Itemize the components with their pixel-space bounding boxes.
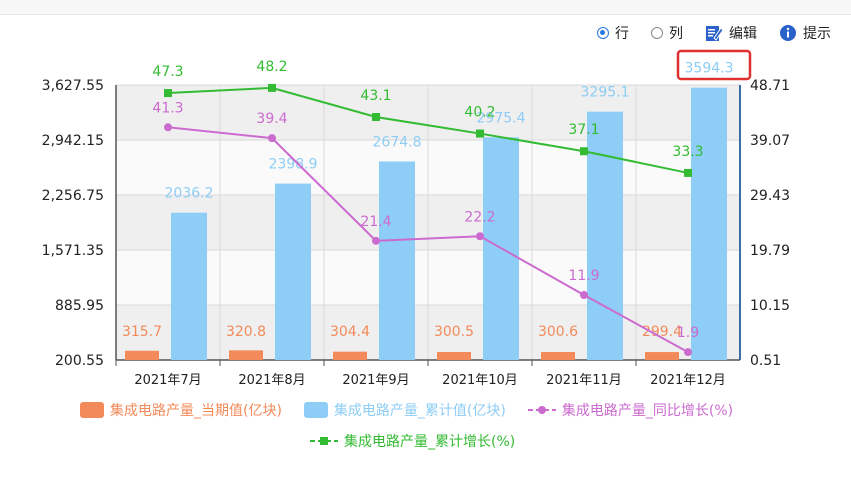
- cum-growth-label: 48.2: [256, 59, 287, 75]
- row-label: 行: [615, 26, 629, 42]
- legend-swatch-cumulative: [303, 402, 328, 418]
- row-option[interactable]: 行: [597, 23, 629, 43]
- right-axis-tick: 48.71: [750, 78, 790, 94]
- x-axis-tick: 2021年12月: [650, 373, 726, 388]
- bar-cumulative-label: 2674.8: [373, 134, 422, 150]
- bar-current-label: 300.6: [538, 324, 578, 340]
- yoy-point: [372, 236, 380, 245]
- cum-growth-point: [268, 83, 276, 92]
- left-axis-tick: 1,571.35: [42, 243, 104, 259]
- bar-cumulative-label: 2398.9: [269, 157, 318, 173]
- bar-current-label: 299.4: [642, 324, 682, 340]
- yoy-label: 11.9: [568, 268, 599, 284]
- yoy-label: 22.2: [464, 209, 495, 225]
- bar-cumulative-label: 3295.1: [581, 85, 630, 101]
- bar-current: [437, 351, 471, 360]
- left-axis-tick: 885.95: [55, 298, 104, 314]
- legend-item-current[interactable]: 集成电路产量_当期值(亿块): [80, 400, 282, 420]
- x-axis-tick: 2021年7月: [134, 373, 201, 388]
- x-axis-tick: 2021年9月: [342, 373, 409, 388]
- legend-swatch-yoy: [527, 406, 556, 414]
- bar-current-label: 320.8: [226, 324, 266, 340]
- bar-cumulative: [587, 111, 623, 360]
- highlight-box: [676, 49, 752, 81]
- bar-current-label: 300.5: [434, 324, 474, 340]
- edit-button[interactable]: 编辑: [705, 23, 757, 43]
- legend-label-cumulative: 集成电路产量_累计值(亿块): [333, 403, 506, 419]
- bar-cumulative: [691, 87, 727, 360]
- legend-swatch-current: [80, 402, 104, 418]
- cum-growth-label: 47.3: [152, 64, 183, 80]
- left-axis-tick: 3,627.55: [42, 78, 104, 94]
- x-axis-tick: 2021年11月: [546, 373, 622, 388]
- yoy-label: 41.3: [152, 100, 183, 116]
- cum-growth-label: 37.1: [568, 122, 599, 138]
- legend-label-current: 集成电路产量_当期值(亿块): [110, 403, 282, 419]
- top-bar: [0, 0, 851, 15]
- right-axis-tick: 39.07: [750, 133, 790, 149]
- yoy-point: [476, 232, 484, 241]
- chart-canvas: 200.55 0.51 885.95 10.15 1,571.35 19.79 2,256.…: [42, 49, 790, 388]
- column-radio-icon[interactable]: [651, 27, 663, 39]
- cum-growth-point: [580, 147, 588, 156]
- bar-cumulative-label: 2975.4: [477, 110, 526, 126]
- legend-item-yoy[interactable]: 集成电路产量_同比增长(%): [527, 400, 734, 420]
- cum-growth-label: 43.1: [360, 88, 391, 104]
- cum-growth-point: [372, 113, 380, 122]
- yoy-point: [580, 291, 588, 300]
- bar-cumulative: [379, 161, 415, 360]
- legend-swatch-cum-growth: [310, 437, 338, 445]
- legend-item-cumulative[interactable]: 集成电路产量_累计值(亿块): [303, 400, 506, 420]
- bar-current: [125, 350, 159, 360]
- edit-label: 编辑: [729, 26, 757, 42]
- bar-cumulative: [171, 212, 207, 360]
- cum-growth-label: 40.2: [464, 105, 495, 121]
- chart-toolbar: 行 列 编辑 提示: [597, 20, 831, 46]
- yoy-point: [268, 134, 276, 143]
- bar-current: [333, 351, 367, 360]
- bar-cumulative-label: 2036.2: [165, 186, 214, 202]
- yoy-point: [164, 123, 172, 132]
- bar-current-label: 304.4: [330, 324, 370, 340]
- column-option[interactable]: 列: [651, 23, 683, 43]
- bar-current: [645, 352, 679, 360]
- right-axis-tick: 10.15: [750, 298, 790, 314]
- edit-icon: [706, 26, 723, 41]
- yoy-label: 1.9: [677, 325, 699, 341]
- yoy-point: [684, 348, 692, 357]
- yoy-label: 39.4: [256, 111, 287, 127]
- legend-row-1: 集成电路产量_当期值(亿块) 集成电路产量_累计值(亿块) 集成电路产量_同比增…: [80, 400, 733, 420]
- cum-growth-label: 33.3: [672, 144, 703, 160]
- left-axis-tick: 2,942.15: [42, 133, 104, 149]
- line-yoy: [167, 126, 689, 353]
- right-axis-tick: 29.43: [750, 188, 790, 204]
- right-axis-tick: 19.79: [750, 243, 790, 259]
- legend-label-yoy: 集成电路产量_同比增长(%): [561, 403, 734, 419]
- yoy-label: 21.4: [360, 214, 391, 230]
- bar-cumulative: [275, 183, 311, 360]
- left-axis-tick: 200.55: [55, 353, 104, 369]
- line-cum-growth: [167, 86, 689, 174]
- cum-growth-point: [164, 89, 172, 98]
- left-axis-tick: 2,256.75: [42, 188, 104, 204]
- legend-label-cum-growth: 集成电路产量_累计增长(%): [344, 434, 516, 450]
- x-axis-tick: 2021年10月: [442, 373, 518, 388]
- bar-current: [229, 350, 263, 360]
- cum-growth-point: [476, 129, 484, 138]
- bar-current-label: 315.7: [122, 324, 162, 340]
- bar-current: [541, 351, 575, 360]
- tip-button[interactable]: 提示: [779, 23, 831, 43]
- info-icon: [780, 25, 796, 41]
- tip-label: 提示: [803, 26, 831, 42]
- cum-growth-point: [684, 168, 692, 177]
- row-radio-icon[interactable]: [597, 27, 609, 39]
- legend-item-cum-growth[interactable]: 集成电路产量_累计增长(%): [310, 431, 515, 451]
- legend-row-2: 集成电路产量_累计增长(%): [310, 431, 515, 451]
- bar-cumulative-label: 3594.3: [685, 61, 734, 77]
- x-axis-tick: 2021年8月: [238, 373, 305, 388]
- column-label: 列: [669, 26, 683, 42]
- right-axis-tick: 0.51: [750, 353, 781, 369]
